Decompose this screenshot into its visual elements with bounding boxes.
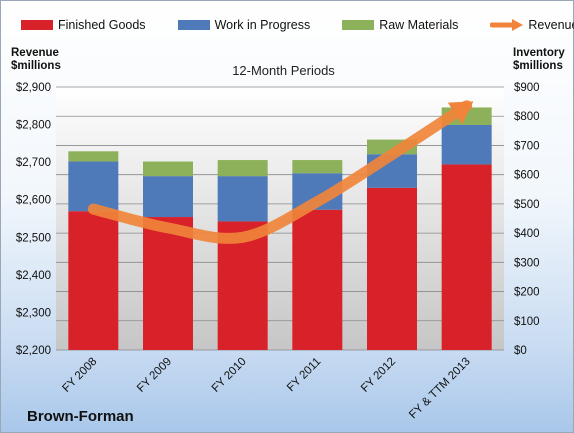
right-tick-label: $800	[514, 111, 540, 123]
left-tick-label: $2,700	[16, 157, 51, 169]
legend: Finished Goods Work in Progress Raw Mate…	[21, 17, 574, 33]
right-tick-label: $700	[514, 140, 540, 152]
right-tick-label: $0	[514, 345, 527, 357]
bar-finished-goods	[292, 209, 343, 350]
x-tick-label: FY 2009	[135, 356, 174, 395]
right-tick-label: $600	[514, 170, 540, 182]
chart-subtitle: 12-Month Periods	[232, 63, 335, 78]
revenue-line	[87, 100, 473, 244]
right-axis-title: Inventory $millions	[513, 47, 565, 73]
bar-raw-materials	[68, 151, 119, 162]
bar-raw-materials	[217, 160, 268, 177]
left-tick-label: $2,200	[16, 345, 51, 357]
legend-label-work-in-progress: Work in Progress	[214, 18, 311, 32]
legend-arrow-icon	[490, 19, 524, 31]
right-tick-label: $300	[514, 257, 540, 269]
left-axis-title-line2: $millions	[11, 60, 61, 72]
left-tick-label: $2,300	[16, 307, 51, 319]
left-axis-title: Revenue $millions	[11, 47, 61, 73]
left-tick-label: $2,900	[16, 82, 51, 94]
legend-item-revenue: Revenue	[490, 18, 574, 32]
legend-swatch-raw-materials	[342, 20, 375, 30]
right-tick-label: $500	[514, 199, 540, 211]
bar-finished-goods	[441, 164, 492, 350]
right-axis-title-line1: Inventory	[513, 47, 565, 59]
left-axis-title-line1: Revenue	[11, 47, 59, 59]
bar-work-in-progress	[143, 176, 193, 218]
left-tick-label: $2,600	[16, 195, 51, 207]
legend-label-revenue: Revenue	[528, 18, 574, 32]
right-tick-label: $100	[514, 316, 540, 328]
left-tick-label: $2,400	[16, 270, 51, 282]
x-tick-label: FY 2010	[210, 356, 249, 395]
x-tick-label: FY 2012	[359, 356, 398, 395]
bar-work-in-progress	[441, 124, 492, 165]
bar-work-in-progress	[217, 176, 268, 222]
x-tick-label: FY 2008	[60, 356, 99, 395]
bar-finished-goods	[68, 211, 119, 350]
revenue-arrowhead	[447, 101, 474, 125]
right-tick-label: $900	[514, 82, 540, 94]
right-axis-title-line2: $millions	[513, 60, 563, 72]
bar-finished-goods	[143, 217, 193, 350]
legend-item-finished-goods: Finished Goods	[21, 18, 146, 32]
bar-finished-goods	[367, 187, 417, 350]
left-tick-label: $2,500	[16, 232, 51, 244]
brand-label: Brown-Forman	[27, 408, 134, 425]
legend-swatch-finished-goods	[21, 20, 53, 30]
x-tick-label: FY & TTM 2013	[407, 356, 473, 422]
legend-item-work-in-progress: Work in Progress	[177, 18, 311, 32]
x-tick-label: FY 2011	[285, 356, 323, 394]
right-tick-label: $200	[514, 287, 540, 299]
bar-raw-materials	[143, 161, 193, 177]
legend-label-raw-materials: Raw Materials	[379, 18, 459, 32]
right-tick-label: $400	[514, 228, 540, 240]
legend-item-raw-materials: Raw Materials	[342, 18, 458, 32]
legend-label-finished-goods: Finished Goods	[58, 18, 146, 32]
bar-work-in-progress	[68, 161, 119, 212]
left-tick-label: $2,800	[16, 120, 51, 132]
bar-raw-materials	[292, 160, 343, 174]
legend-swatch-work-in-progress	[177, 20, 210, 30]
